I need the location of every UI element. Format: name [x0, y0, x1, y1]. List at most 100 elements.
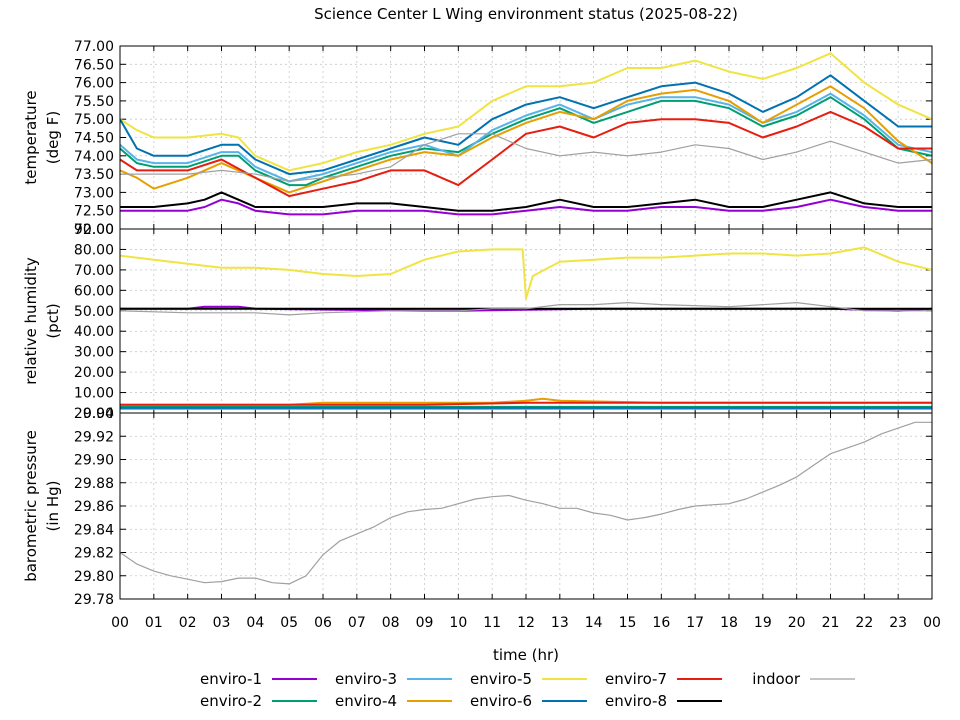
y-axis-label-line: relative humidity: [22, 257, 40, 385]
x-tick-label: 02: [179, 615, 197, 631]
series-line-enviro-7: [120, 110, 932, 198]
series-line-enviro-3: [120, 92, 932, 183]
grid-humidity: [119, 228, 933, 414]
y-tick-label: 60.00: [74, 283, 114, 299]
y-axis-label-pressure: barometric pressure (in Hg): [22, 430, 62, 582]
y-tick-label: 75.00: [74, 112, 114, 128]
x-tick-label: 16: [652, 615, 670, 631]
x-tick-label: 00: [111, 615, 129, 631]
legend-item-indoor: indoor: [752, 670, 855, 688]
y-tick-label: 29.78: [74, 592, 114, 608]
x-tick-label: 22: [855, 615, 873, 631]
y-axis-label-temperature: temperature (deg F): [22, 90, 62, 184]
y-tick-label: 40.00: [74, 324, 114, 340]
series-line-enviro-7: [120, 401, 932, 406]
x-tick-label: 06: [314, 615, 332, 631]
x-tick-label: 17: [686, 615, 704, 631]
y-tick-label: 75.50: [74, 94, 114, 110]
y-axis-label-humidity: relative humidity (pct): [22, 257, 62, 385]
y-tick-label: 29.90: [74, 453, 114, 469]
x-tick-label: 10: [449, 615, 467, 631]
y-tick-label: 72.50: [74, 204, 114, 220]
y-tick-label: 20.00: [74, 365, 114, 381]
legend-label: enviro-2: [200, 692, 262, 710]
x-tick-label: 11: [483, 615, 501, 631]
legend-item-enviro-6: enviro-6: [470, 692, 587, 710]
y-tick-label: 29.86: [74, 499, 114, 515]
y-tick-label: 10.00: [74, 386, 114, 402]
y-tick-label: 29.94: [74, 406, 114, 422]
x-tick-label: 04: [246, 615, 264, 631]
legend-label: indoor: [752, 670, 801, 688]
y-tick-label: 77.00: [74, 39, 114, 55]
x-tick-labels: 00 01 02 03 04 05 06 07 08 09 10 11 12 13 14 15 16 17 18 19…: [111, 615, 941, 631]
y-tick-label: 29.80: [74, 569, 114, 585]
legend-item-enviro-7: enviro-7: [605, 670, 722, 688]
chart-title: Science Center L Wing environment status…: [314, 5, 738, 23]
x-tick-label: 21: [822, 615, 840, 631]
legend-item-enviro-3: enviro-3: [335, 670, 452, 688]
y-tick-label: 29.88: [74, 476, 114, 492]
legend-label: enviro-6: [470, 692, 532, 710]
x-tick-label: 18: [720, 615, 738, 631]
panel-humidity: 0.00 10.00 20.00 30.00 40.00 50.00 60.00 70.00 8…: [22, 222, 933, 422]
series-line-enviro-5: [120, 246, 932, 300]
series-line-enviro-6: [120, 74, 932, 176]
y-axis-label-line: (deg F): [44, 111, 62, 164]
panel-temperature: 72.00 72.50 73.00 73.50 74.00 74.50 75.00 75.50…: [22, 39, 933, 238]
panels: 72.00 72.50 73.00 73.50 74.00 74.50 75.00 75.50…: [22, 39, 933, 608]
x-tick-label: 13: [551, 615, 569, 631]
series-line-enviro-4: [120, 85, 932, 194]
legend: enviro-1 enviro-2 enviro-3 enviro-4 enviro-5…: [200, 670, 855, 710]
x-tick-label: 05: [280, 615, 298, 631]
y-tick-label: 80.00: [74, 242, 114, 258]
x-tick-label: 23: [889, 615, 907, 631]
legend-label: enviro-4: [335, 692, 397, 710]
legend-label: enviro-1: [200, 670, 262, 688]
series-line-indoor: [120, 133, 932, 182]
y-tick-label: 72.00: [74, 222, 114, 238]
y-tick-label: 50.00: [74, 304, 114, 320]
y-tick-label: 76.50: [74, 57, 114, 73]
legend-item-enviro-4: enviro-4: [335, 692, 452, 710]
x-axis-label: time (hr): [493, 646, 559, 664]
y-axis-label-line: (in Hg): [44, 481, 62, 532]
x-tick-label: 08: [382, 615, 400, 631]
y-axis-label-line: (pct): [44, 303, 62, 338]
y-tick-label: 29.84: [74, 522, 114, 538]
series-group-pressure: [120, 421, 932, 585]
x-tick-label: 20: [788, 615, 806, 631]
y-tick-label: 76.00: [74, 76, 114, 92]
panel-pressure: 29.78 29.80 29.82 29.84 29.86 29.88 29.90 29.92…: [22, 406, 933, 608]
y-tick-label: 30.00: [74, 345, 114, 361]
x-tick-label: 00: [923, 615, 941, 631]
grid-pressure: [119, 412, 933, 600]
x-tick-label: 01: [145, 615, 163, 631]
legend-label: enviro-7: [605, 670, 667, 688]
series-group-humidity: [120, 246, 932, 410]
y-tick-label: 73.00: [74, 185, 114, 201]
y-axis-label-line: temperature: [22, 90, 40, 184]
y-tick-label: 74.00: [74, 149, 114, 165]
x-tick-label: 07: [348, 615, 366, 631]
y-tick-label: 29.92: [74, 429, 114, 445]
x-tick-label: 15: [619, 615, 637, 631]
series-group-temperature: [120, 52, 932, 216]
legend-item-enviro-2: enviro-2: [200, 692, 317, 710]
legend-item-enviro-1: enviro-1: [200, 670, 317, 688]
legend-label: enviro-3: [335, 670, 397, 688]
y-tick-label: 90.00: [74, 222, 114, 238]
x-tick-label: 03: [213, 615, 231, 631]
x-tick-label: 12: [517, 615, 535, 631]
legend-label: enviro-5: [470, 670, 532, 688]
x-tick-label: 19: [754, 615, 772, 631]
x-tick-label: 14: [585, 615, 603, 631]
y-axis-label-line: barometric pressure: [22, 430, 40, 582]
plot-frame: [119, 412, 933, 600]
y-tick-label: 70.00: [74, 263, 114, 279]
series-line-enviro-1: [120, 198, 932, 216]
x-tick-label: 09: [416, 615, 434, 631]
series-line-indoor: [120, 421, 932, 585]
legend-label: enviro-8: [605, 692, 667, 710]
